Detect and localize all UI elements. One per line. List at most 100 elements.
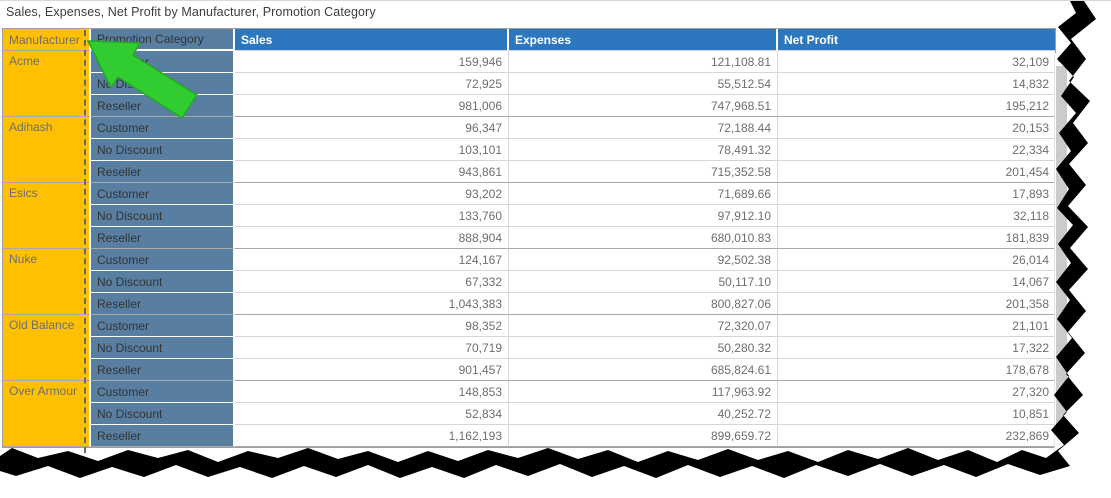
promotion-category-cell[interactable]: Customer [91,183,235,205]
expenses-value-cell[interactable]: 117,963.92 [509,381,778,403]
promotion-category-cell[interactable]: Reseller [91,161,235,183]
table-row: No Discount 70,719 50,280.32 17,322 [3,337,1055,359]
expenses-value-cell[interactable]: 55,512.54 [509,73,778,95]
net-profit-value-cell[interactable]: 17,322 [778,337,1055,359]
sales-value-cell[interactable]: 70,719 [235,337,509,359]
net-profit-value-cell[interactable]: 26,014 [778,249,1055,271]
promotion-category-cell[interactable]: No Discount [91,205,235,227]
column-header-promotion-category[interactable]: Promotion Category [91,29,235,51]
expenses-value-cell[interactable]: 899,659.72 [509,425,778,447]
net-profit-value-cell[interactable]: 32,109 [778,51,1055,73]
expenses-value-cell[interactable]: 685,824.61 [509,359,778,381]
table-row: No Discount 72,925 55,512.54 14,832 [3,73,1055,95]
table-row: Adihash Customer 96,347 72,188.44 20,153 [3,117,1055,183]
net-profit-value-cell[interactable]: 27,320 [778,381,1055,403]
table-row: Over Armour Customer 148,853 117,963.92 27,3… [3,381,1055,447]
net-profit-value-cell[interactable]: 201,454 [778,161,1055,183]
sales-value-cell[interactable]: 1,162,193 [235,425,509,447]
expenses-value-cell[interactable]: 72,320.07 [509,315,778,337]
net-profit-value-cell[interactable]: 32,118 [778,205,1055,227]
manufacturer-cell[interactable]: Nuke [3,249,91,315]
expenses-value-cell[interactable]: 78,491.32 [509,139,778,161]
scrollbar-thumb[interactable] [1056,66,1067,431]
net-profit-value-cell[interactable]: 22,334 [778,139,1055,161]
sales-value-cell[interactable]: 888,904 [235,227,509,249]
net-profit-value-cell[interactable]: 20,153 [778,117,1055,139]
net-profit-value-cell[interactable]: 178,678 [778,359,1055,381]
expenses-value-cell[interactable]: 40,252.72 [509,403,778,425]
expenses-value-cell[interactable]: 50,280.32 [509,337,778,359]
expenses-value-cell[interactable]: 97,912.10 [509,205,778,227]
sales-value-cell[interactable]: 72,925 [235,73,509,95]
table-body: Acme Customer 159,946 121,108.81 32,109 No Di… [3,51,1055,447]
promotion-category-cell[interactable]: Reseller [91,227,235,249]
net-profit-value-cell[interactable]: 232,869 [778,425,1055,447]
promotion-category-cell[interactable]: Reseller [91,425,235,447]
expenses-value-cell[interactable]: 747,968.51 [509,95,778,117]
column-header-net-profit[interactable]: Net Profit [778,29,1055,51]
scrollbar-up-arrow-icon[interactable] [1058,56,1066,62]
net-profit-value-cell[interactable]: 201,358 [778,293,1055,315]
column-header-manufacturer[interactable]: Manufacturer [3,29,91,51]
manufacturer-cell[interactable]: Esics [3,183,91,249]
promotion-category-cell[interactable]: Customer [91,117,235,139]
manufacturer-cell[interactable]: Old Balance [3,315,91,381]
table-row: Reseller 888,904 680,010.83 181,839 [3,227,1055,249]
sales-value-cell[interactable]: 148,853 [235,381,509,403]
table-row: Reseller 943,861 715,352.58 201,454 [3,161,1055,183]
promotion-category-cell[interactable]: No Discount [91,139,235,161]
expenses-value-cell[interactable]: 715,352.58 [509,161,778,183]
sales-value-cell[interactable]: 67,332 [235,271,509,293]
sales-value-cell[interactable]: 52,834 [235,403,509,425]
column-header-expenses[interactable]: Expenses [509,29,778,51]
promotion-category-cell[interactable]: No Discount [91,403,235,425]
sales-value-cell[interactable]: 133,760 [235,205,509,227]
sales-value-cell[interactable]: 103,101 [235,139,509,161]
promotion-category-cell[interactable]: Customer [91,315,235,337]
sales-value-cell[interactable]: 96,347 [235,117,509,139]
net-profit-value-cell[interactable]: 21,101 [778,315,1055,337]
sales-value-cell[interactable]: 93,202 [235,183,509,205]
manufacturer-cell[interactable]: Over Armour [3,381,91,447]
promotion-category-cell[interactable]: Reseller [91,359,235,381]
promotion-category-cell[interactable]: Reseller [91,95,235,117]
expenses-value-cell[interactable]: 121,108.81 [509,51,778,73]
manufacturer-cell[interactable]: Adihash [3,117,91,183]
net-profit-value-cell[interactable]: 17,893 [778,183,1055,205]
promotion-category-cell[interactable]: Customer [91,51,235,73]
expenses-value-cell[interactable]: 50,117.10 [509,271,778,293]
net-profit-value-cell[interactable]: 14,832 [778,73,1055,95]
table-row: No Discount 52,834 40,252.72 10,851 [3,403,1055,425]
sales-value-cell[interactable]: 901,457 [235,359,509,381]
expenses-value-cell[interactable]: 800,827.06 [509,293,778,315]
net-profit-value-cell[interactable]: 10,851 [778,403,1055,425]
column-selection-dashed-border[interactable] [84,30,86,463]
expenses-value-cell[interactable]: 680,010.83 [509,227,778,249]
table-row: Reseller 901,457 685,824.61 178,678 [3,359,1055,381]
promotion-category-cell[interactable]: Customer [91,249,235,271]
table-row: No Discount 67,332 50,117.10 14,067 [3,271,1055,293]
sales-value-cell[interactable]: 98,352 [235,315,509,337]
expenses-value-cell[interactable]: 72,188.44 [509,117,778,139]
table-row: Esics Customer 93,202 71,689.66 17,893 [3,183,1055,249]
manufacturer-cell[interactable]: Acme [3,51,91,117]
vertical-scrollbar[interactable] [1054,53,1068,453]
promotion-category-cell[interactable]: Reseller [91,293,235,315]
promotion-category-cell[interactable]: No Discount [91,271,235,293]
expenses-value-cell[interactable]: 92,502.38 [509,249,778,271]
sales-value-cell[interactable]: 159,946 [235,51,509,73]
sales-value-cell[interactable]: 981,006 [235,95,509,117]
column-header-sales[interactable]: Sales [235,29,509,51]
sales-value-cell[interactable]: 124,167 [235,249,509,271]
sales-value-cell[interactable]: 1,043,383 [235,293,509,315]
sales-value-cell[interactable]: 943,861 [235,161,509,183]
net-profit-value-cell[interactable]: 195,212 [778,95,1055,117]
promotion-category-cell[interactable]: No Discount [91,73,235,95]
promotion-category-cell[interactable]: No Discount [91,337,235,359]
promotion-category-cell[interactable]: Customer [91,381,235,403]
expenses-value-cell[interactable]: 71,689.66 [509,183,778,205]
net-profit-value-cell[interactable]: 181,839 [778,227,1055,249]
table-row: Reseller 1,162,193 899,659.72 232,869 [3,425,1055,447]
net-profit-value-cell[interactable]: 14,067 [778,271,1055,293]
